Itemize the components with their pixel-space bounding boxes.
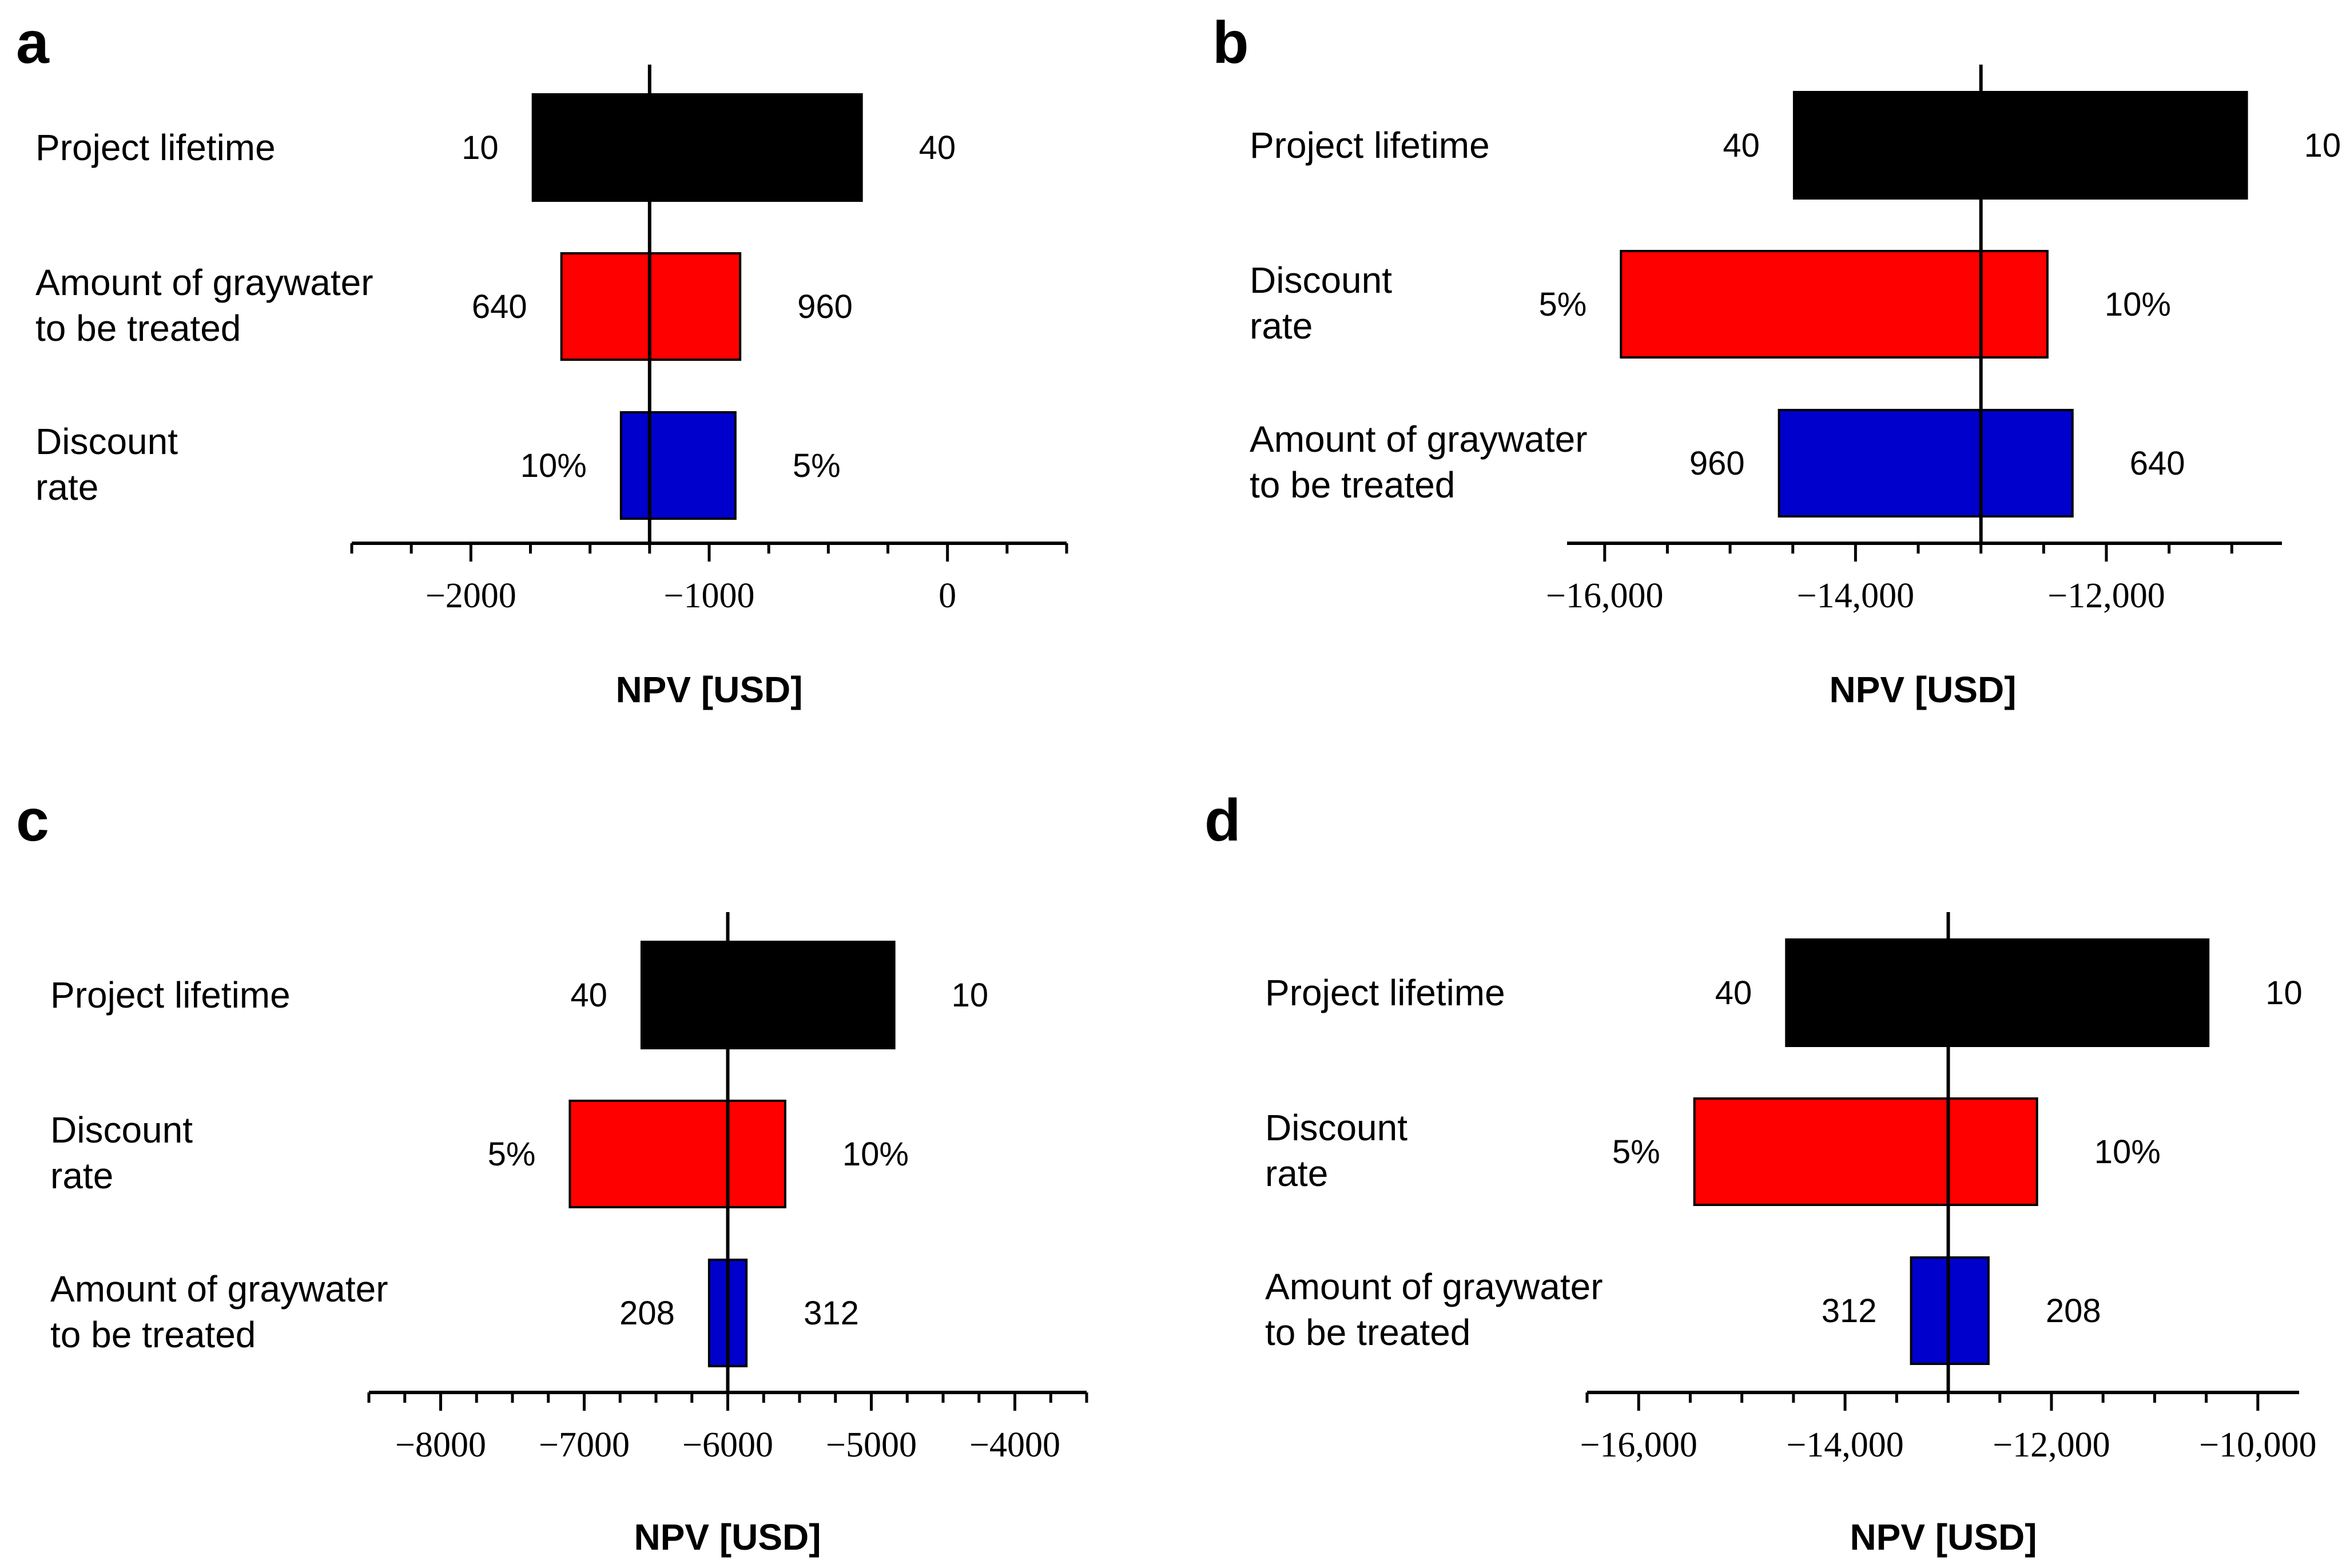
category-label: Discount xyxy=(35,421,178,462)
x-tick-label: −4000 xyxy=(969,1426,1060,1464)
category-label: to be treated xyxy=(1250,464,1455,506)
bar-low-label: 640 xyxy=(472,288,527,325)
x-axis-title: NPV [USD] xyxy=(1850,1517,2037,1558)
panel-letter: a xyxy=(16,10,50,76)
category-label: Amount of graywater xyxy=(1250,419,1588,460)
category-label: to be treated xyxy=(1265,1312,1470,1353)
x-axis-title: NPV [USD] xyxy=(615,669,802,710)
x-axis-title: NPV [USD] xyxy=(634,1517,821,1558)
bar-amount-of-graywater-to-be-treated xyxy=(1778,409,2074,518)
bar-high-label: 960 xyxy=(797,288,853,325)
x-tick-label: −12,000 xyxy=(2047,576,2165,615)
category-label: rate xyxy=(1250,305,1313,347)
x-tick-label: −5000 xyxy=(826,1426,917,1464)
category-label: Amount of graywater xyxy=(1265,1266,1603,1307)
panel-c: c −8000 −7000 −6000 −5000 −4000 NPV [USD] 40 10 P… xyxy=(16,787,1088,1558)
bar-low-label: 40 xyxy=(570,977,607,1014)
bar-low-label: 208 xyxy=(619,1295,675,1332)
category-label: Project lifetime xyxy=(1250,125,1490,166)
bar-high-label: 10 xyxy=(2265,974,2303,1012)
x-tick-label: −10,000 xyxy=(2199,1426,2316,1464)
category-label: to be treated xyxy=(50,1314,256,1355)
panel-b: b −16,000 −14,000 −12,000 NPV [USD] 40 10 Proje… xyxy=(1212,10,2341,710)
bar-discount-rate xyxy=(568,1100,786,1208)
category-label: Discount xyxy=(50,1109,193,1151)
x-tick-label: −14,000 xyxy=(1797,576,1914,615)
bar-low-label: 5% xyxy=(488,1136,536,1173)
bar-discount-rate xyxy=(1620,250,2049,359)
category-label: Project lifetime xyxy=(50,974,291,1016)
x-tick-label: 0 xyxy=(939,576,956,615)
category-label: Discount xyxy=(1265,1107,1407,1148)
bar-discount-rate xyxy=(1693,1097,2038,1206)
category-label: Project lifetime xyxy=(1265,972,1505,1013)
category-label: to be treated xyxy=(35,308,241,349)
bar-high-label: 40 xyxy=(919,129,956,166)
x-tick-label: −16,000 xyxy=(1546,576,1663,615)
bar-low-label: 10 xyxy=(462,129,499,166)
x-tick-label: −1000 xyxy=(664,576,755,615)
bar-high-label: 10% xyxy=(2094,1133,2161,1171)
bar-project-lifetime xyxy=(531,93,863,202)
bar-project-lifetime xyxy=(1792,91,2248,200)
category-label: Discount xyxy=(1250,260,1392,301)
bar-low-label: 960 xyxy=(1689,445,1745,482)
category-label: rate xyxy=(50,1155,113,1196)
category-label: Amount of graywater xyxy=(50,1268,388,1310)
bar-high-label: 10 xyxy=(952,977,989,1014)
category-label: Project lifetime xyxy=(35,127,276,168)
bar-discount-rate xyxy=(619,411,737,520)
bar-low-label: 40 xyxy=(1723,127,1760,164)
bar-high-label: 208 xyxy=(2046,1292,2101,1330)
x-tick-label: −16,000 xyxy=(1580,1426,1697,1464)
category-label: Amount of graywater xyxy=(35,262,373,303)
x-tick-label: −2000 xyxy=(426,576,516,615)
bar-low-label: 5% xyxy=(1612,1133,1660,1171)
category-label: rate xyxy=(35,467,98,508)
bar-low-label: 40 xyxy=(1715,974,1752,1012)
x-tick-label: −7000 xyxy=(539,1426,630,1464)
bar-low-label: 5% xyxy=(1538,286,1586,323)
bar-high-label: 640 xyxy=(2130,445,2185,482)
bar-high-label: 10% xyxy=(2105,286,2171,323)
x-tick-label: −6000 xyxy=(682,1426,773,1464)
panel-d: d −16,000 −14,000 −12,000 −10,000 NPV [USD] 40… xyxy=(1204,787,2317,1558)
category-label: rate xyxy=(1265,1153,1328,1194)
bar-low-label: 312 xyxy=(1822,1292,1877,1330)
panel-letter: c xyxy=(16,787,49,854)
panel-letter: d xyxy=(1204,787,1241,854)
x-tick-label: −8000 xyxy=(395,1426,486,1464)
bar-high-label: 10% xyxy=(842,1136,909,1173)
bar-high-label: 5% xyxy=(793,447,841,484)
bar-high-label: 312 xyxy=(804,1295,859,1332)
bar-low-label: 10% xyxy=(520,447,587,484)
bar-high-label: 10 xyxy=(2304,127,2341,164)
panel-a: a −2000 −1000 0 NPV [USD] 10 40 Project lifetim… xyxy=(16,10,1068,710)
x-axis-title: NPV [USD] xyxy=(1829,669,2016,710)
panel-letter: b xyxy=(1212,10,1249,76)
x-tick-label: −14,000 xyxy=(1786,1426,1903,1464)
bar-project-lifetime xyxy=(1785,938,2210,1047)
bar-project-lifetime xyxy=(640,941,896,1049)
x-tick-label: −12,000 xyxy=(1993,1426,2110,1464)
